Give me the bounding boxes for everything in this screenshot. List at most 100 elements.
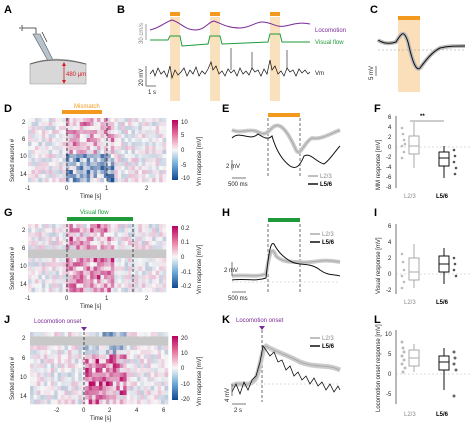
svg-text:-8: -8 [386,185,392,191]
svg-text:-2: -2 [54,408,60,414]
svg-text:6: 6 [22,246,26,252]
svg-text:-6: -6 [386,175,392,181]
d-title: Mismatch [74,104,100,110]
g-ylabel: Sorted neuron # [10,246,16,290]
k-legend-l23: L2/3 [322,336,334,342]
k-legend-l56: L5/6 [322,344,335,350]
svg-text:2: 2 [145,186,149,192]
svg-text:1: 1 [105,296,109,302]
svg-text:4: 4 [388,125,392,131]
svg-text:-0.2: -0.2 [181,284,192,290]
svg-text:6: 6 [22,137,26,143]
d-heatmap [28,118,167,183]
visual-flow-trace [150,33,310,47]
i-box-l23 [408,244,420,288]
svg-text:-10: -10 [181,176,190,182]
legend-vm: Vm [315,71,324,77]
svg-text:1: 1 [105,186,109,192]
i-dots [400,252,458,290]
svg-text:2: 2 [388,135,392,141]
voltage-scale: 20 mV [139,69,145,86]
svg-text:4: 4 [388,240,392,246]
f-xtick-l56: L5/6 [436,194,449,200]
svg-text:0: 0 [181,255,185,261]
l-xtick-l56: L5/6 [436,412,449,418]
svg-text:0: 0 [388,145,392,151]
d-cbar-ticks: 10 5 0 -5 -10 [181,120,190,182]
svg-text:-4: -4 [386,165,392,171]
i-box-l56 [438,248,450,284]
svg-text:20: 20 [181,336,188,342]
c-trace [377,33,466,70]
f-yticks: 6 4 2 0 -2 -4 -6 -8 [386,115,392,191]
speed-scale: 30 cm/s [139,23,145,44]
g-cbar-label: Vm response [mV] [197,244,203,294]
panel-label-b: B [117,4,125,16]
j-yticks: 2 6 10 14 [20,336,27,400]
e-legend-l56: L5/6 [320,182,333,188]
panel-label-f: F [374,103,381,115]
g-colorbar [172,226,178,288]
svg-text:4: 4 [135,408,139,414]
svg-text:14: 14 [20,172,27,178]
g-heatmap [28,224,167,293]
g-cbar-ticks: 0.2 0.1 0 -0.1 -0.2 [181,226,192,290]
svg-text:-1: -1 [25,296,31,302]
e-l23-trace [231,125,341,153]
svg-text:10: 10 [20,264,27,270]
svg-text:2: 2 [108,408,112,414]
l-box-l56 [438,348,450,390]
svg-text:5: 5 [388,352,392,358]
d-colorbar [172,120,178,180]
d-cbar-label: Vm response [mV] [197,136,203,186]
electrode-schematic [19,25,87,85]
d-xlabel: Time [s] [80,194,101,200]
k-title: Locomotion onset [236,318,284,324]
svg-text:0.1: 0.1 [181,240,190,246]
h-legend-l56: L5/6 [322,240,335,246]
e-scale-t: 500 ms [228,182,248,188]
panel-label-i: I [374,207,377,219]
h-legend-l23: L2/3 [322,232,334,238]
g-xticks: -1 0 1 2 [25,296,149,302]
d-xticks: -1 0 1 2 [25,186,149,192]
svg-text:6: 6 [22,356,26,362]
panel-label-g: G [4,207,13,219]
j-colorbar [172,336,178,400]
svg-text:2: 2 [22,228,26,234]
svg-text:10: 10 [20,375,27,381]
h-l23-trace [231,250,341,277]
k-scale-v: 4 mV [225,388,231,402]
svg-text:0: 0 [181,366,185,372]
panel-label-a: A [4,4,12,16]
i-xtick-l56: L5/6 [436,300,449,306]
vm-trace [149,59,311,80]
h-scale-t: 500 ms [228,296,248,302]
svg-text:2: 2 [145,296,149,302]
e-l56-trace [231,133,341,169]
svg-text:6: 6 [388,224,392,230]
svg-text:-5: -5 [181,163,187,169]
svg-text:-1: -1 [25,186,31,192]
j-xticks: -2 0 2 4 6 [54,408,166,414]
legend-locomotion: Locomotion [315,28,346,34]
h-l56-trace [231,243,341,281]
g-xlabel: Time [s] [80,304,101,310]
svg-text:-20: -20 [181,397,190,403]
f-box-l23 [408,122,420,168]
svg-text:0.2: 0.2 [181,226,190,232]
l-dots [400,340,458,398]
panel-label-h: H [222,207,230,219]
svg-text:10: 10 [20,154,27,160]
panel-label-j: J [4,314,10,326]
panel-label-k: K [222,314,230,326]
svg-text:-2: -2 [386,288,392,294]
f-ylabel: MM response [mV] [376,139,382,190]
svg-text:-2: -2 [386,155,392,161]
svg-text:0: 0 [181,148,185,154]
l-xtick-l23: L2/3 [404,412,416,418]
l-box-l23 [408,344,420,372]
k-l23-trace [231,345,341,387]
svg-text:10: 10 [385,332,392,338]
h-scale-v: 2 mV [224,268,238,274]
